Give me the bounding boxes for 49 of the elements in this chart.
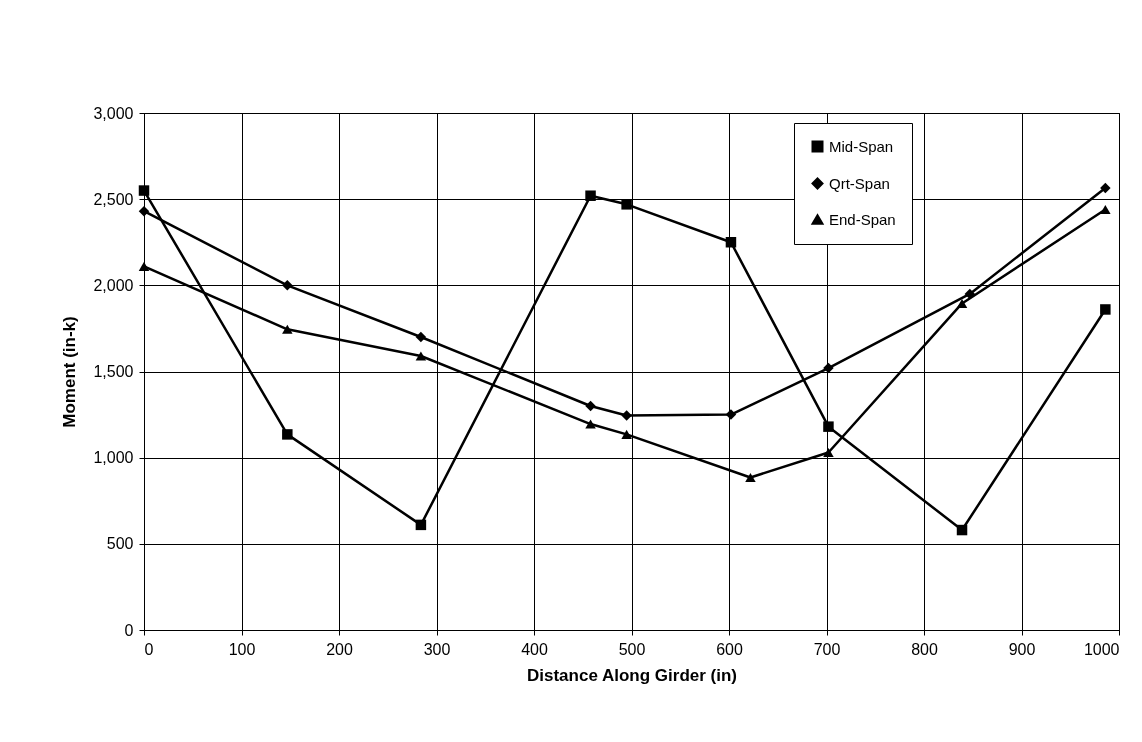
x-tick-label: 400	[521, 640, 548, 658]
point	[282, 324, 293, 334]
x-tick-label: 600	[716, 640, 743, 658]
y-tick-label: 0	[124, 621, 134, 639]
y-tick-label: 1,000	[93, 449, 134, 467]
legend-label: End-Span	[829, 210, 896, 228]
point	[621, 410, 632, 421]
x-tick-label: 800	[911, 640, 938, 658]
x-tick-label: 900	[1008, 640, 1036, 658]
point	[725, 237, 737, 248]
point	[725, 409, 737, 420]
x-tick-label: 300	[423, 640, 451, 658]
point	[138, 185, 150, 196]
point	[415, 519, 427, 531]
y-tick-label: 500	[106, 535, 134, 553]
x-tick-label: 0	[144, 640, 154, 658]
point	[1100, 204, 1111, 215]
x-tick-label: 200	[326, 640, 353, 658]
point	[823, 447, 834, 458]
legend-label: Qrt-Span	[829, 174, 890, 192]
point	[282, 429, 293, 440]
x-tick-label: 1000	[1083, 640, 1120, 658]
y-tick-label: 2,000	[93, 276, 134, 294]
point	[415, 351, 427, 361]
point	[1100, 304, 1111, 315]
point	[138, 205, 150, 217]
y-axis-title: Moment (in-k)	[60, 316, 80, 428]
point	[415, 331, 427, 343]
y-tick-label: 3,000	[93, 104, 134, 122]
point	[138, 261, 150, 271]
x-tick-label: 500	[618, 640, 646, 658]
x-axis-title: Distance Along Girder (in)	[526, 665, 738, 685]
y-tick-label: 2,500	[93, 190, 134, 208]
y-tick-label: 1,500	[93, 363, 134, 380]
point	[1100, 182, 1111, 194]
point	[621, 429, 632, 439]
point	[585, 400, 596, 412]
legend-label: Mid-Span	[829, 137, 894, 155]
x-tick-label: 700	[813, 640, 841, 658]
point	[956, 298, 968, 308]
point	[621, 199, 632, 210]
point	[282, 280, 293, 291]
point	[823, 362, 834, 374]
point	[745, 472, 756, 483]
x-tick-label: 100	[228, 640, 256, 658]
point	[585, 190, 596, 201]
point	[585, 419, 596, 429]
point	[956, 524, 968, 536]
point	[823, 421, 834, 432]
